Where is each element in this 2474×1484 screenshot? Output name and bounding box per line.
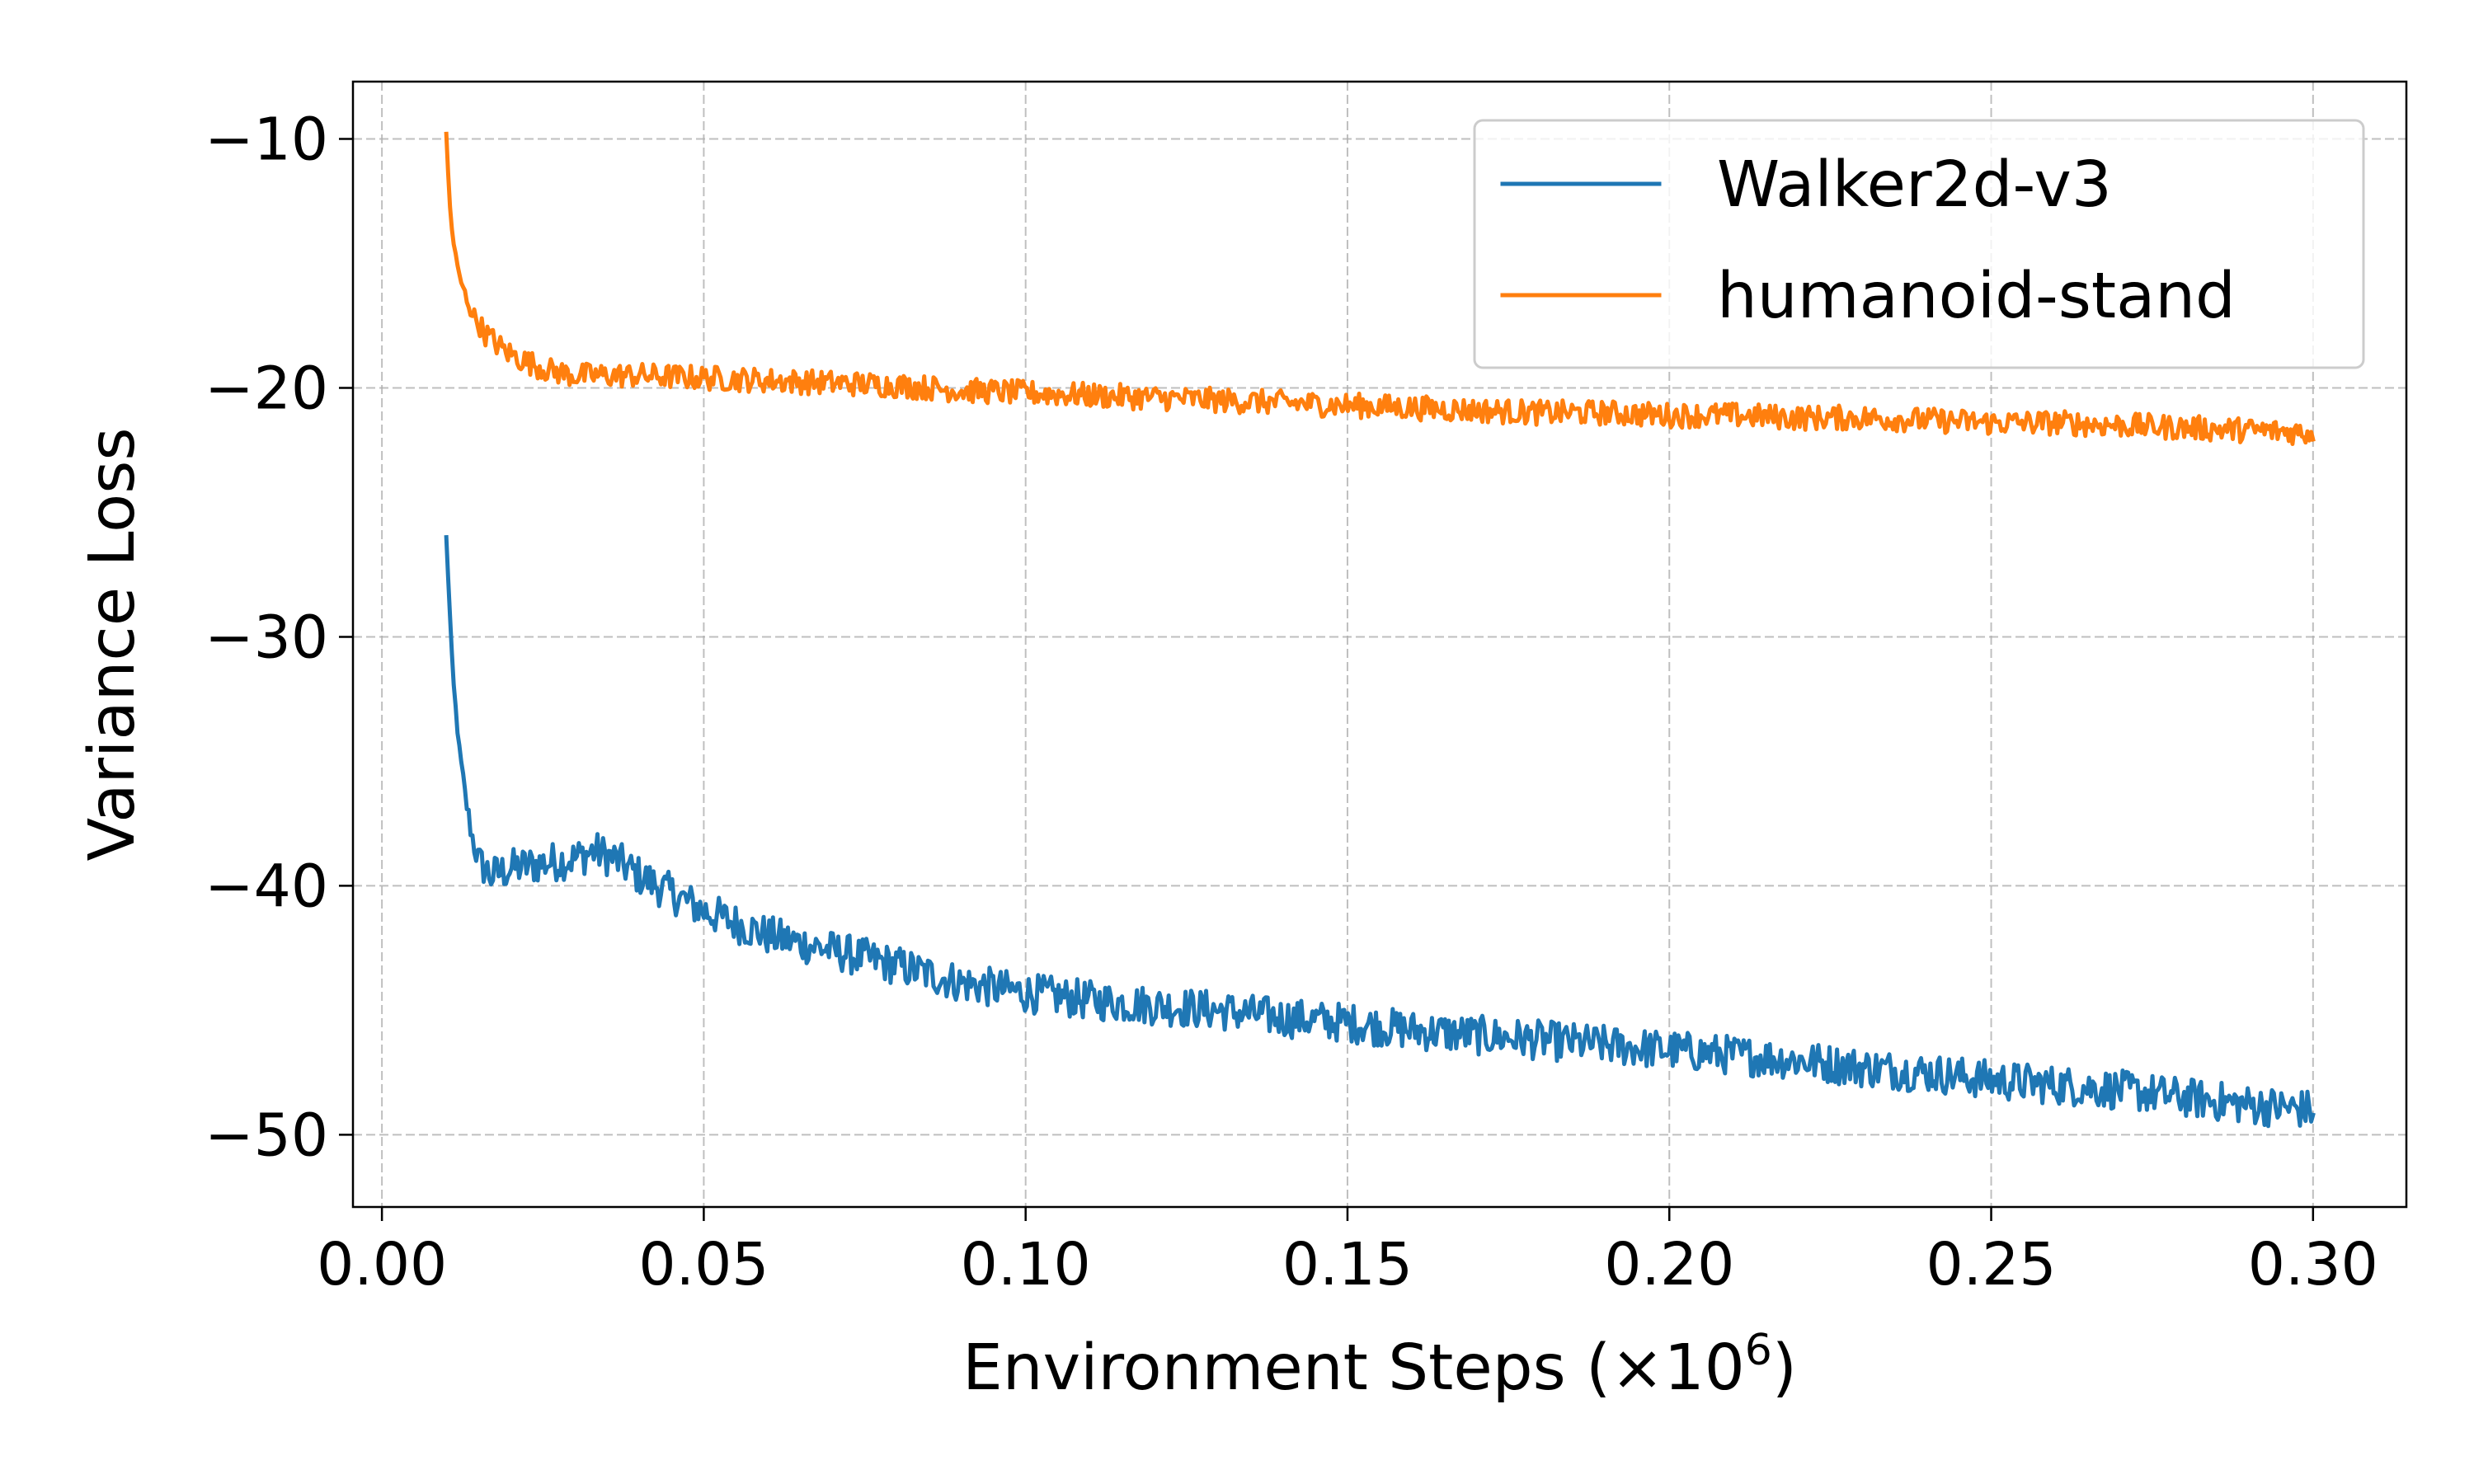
x-tick-label: 0.30 [2248, 1230, 2378, 1298]
y-tick-label: −40 [205, 852, 328, 920]
x-tick-label: 0.25 [1926, 1230, 2056, 1298]
plot-frame [351, 80, 2408, 1209]
x-axis-label: Environment Steps (×106) [962, 1326, 1797, 1405]
y-tick-label: −50 [205, 1101, 328, 1169]
x-tick-label: 0.00 [317, 1230, 447, 1298]
series-line-walker2d [444, 534, 2316, 1129]
plot-area [444, 131, 2316, 1129]
x-axis: 0.00 0.05 0.10 0.15 0.20 0.25 0.30 [317, 1207, 2378, 1298]
y-axis: −10 −20 −30 −40 −50 [205, 105, 353, 1169]
y-tick-label: −10 [205, 105, 328, 173]
y-tick-label: −30 [205, 603, 328, 671]
legend-label-humanoid-stand: humanoid-stand [1717, 260, 2236, 333]
legend-label-walker2d: Walker2d-v3 [1717, 148, 2112, 222]
x-tick-label: 0.15 [1282, 1230, 1413, 1298]
x-tick-label: 0.20 [1604, 1230, 1734, 1298]
y-tick-label: −20 [205, 354, 328, 422]
y-axis-label: Variance Loss [76, 428, 149, 862]
series-line-humanoid-stand [444, 131, 2316, 446]
x-tick-label: 0.05 [638, 1230, 769, 1298]
legend: Walker2d-v3 humanoid-stand [1473, 119, 2365, 369]
legend-box [1473, 119, 2365, 369]
x-tick-label: 0.10 [961, 1230, 1091, 1298]
